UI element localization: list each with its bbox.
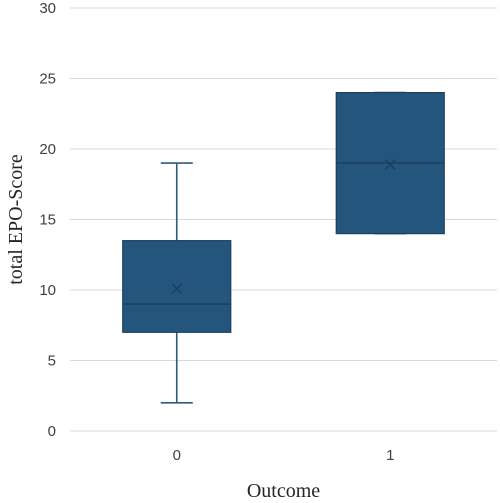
mean-marker-b-1 [384, 159, 396, 171]
y-tick-label-0: 0 [48, 423, 56, 440]
mean-marker-b-0 [171, 283, 183, 295]
y-tick-label-30: 30 [39, 0, 56, 17]
y-tick-label-15: 15 [39, 212, 56, 229]
x-tick-label-0: 0 [173, 447, 181, 464]
x-axis-title: Outcome [247, 480, 320, 502]
box-group-0 [122, 162, 232, 404]
y-tick-label-25: 25 [39, 71, 56, 88]
y-tick-label-20: 20 [39, 141, 56, 158]
box-group-1 [335, 91, 445, 235]
y-tick-label-5: 5 [48, 353, 56, 370]
y-axis-ticks: 0 5 10 15 20 25 30 [39, 0, 56, 440]
y-axis-title: total EPO-Score [5, 154, 27, 285]
box-iqr-0 [122, 240, 232, 333]
y-tick-label-10: 10 [39, 282, 56, 299]
x-tick-label-1: 1 [386, 447, 394, 464]
box-layer [122, 91, 445, 404]
